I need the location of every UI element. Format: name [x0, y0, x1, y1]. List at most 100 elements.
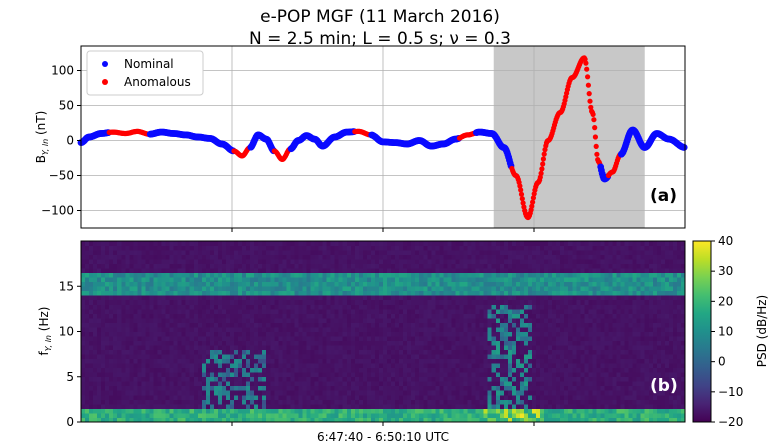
heatmap-cell [487, 376, 493, 382]
heatmap-cell [298, 241, 303, 246]
heatmap-cell [455, 349, 460, 355]
heatmap-cell [221, 412, 227, 418]
heatmap-cell [338, 390, 344, 396]
heatmap-cell [387, 263, 392, 269]
heatmap-cell [411, 403, 416, 409]
heatmap-cell [491, 304, 497, 310]
heatmap-cell [274, 381, 279, 387]
heatmap-cell [346, 381, 352, 387]
heatmap-cell [431, 241, 436, 246]
heatmap-cell [238, 250, 243, 255]
heatmap-cell [475, 304, 481, 310]
panel-label-a: (a) [650, 186, 677, 206]
heatmap-cell [290, 254, 295, 260]
heatmap-cell [471, 345, 477, 350]
heatmap-cell [109, 345, 114, 350]
heatmap-cell [129, 354, 134, 360]
heatmap-cell [290, 326, 295, 332]
heatmap-cell [173, 372, 179, 378]
heatmap-cell [378, 277, 384, 283]
heatmap-cell [258, 322, 263, 328]
heatmap-cell [387, 340, 392, 346]
shaded-region [493, 46, 645, 228]
heatmap-cell [209, 259, 215, 265]
heatmap-cell [93, 322, 98, 328]
heatmap-cell [427, 308, 432, 314]
heatmap-cell [185, 326, 191, 332]
heatmap-cell [378, 408, 384, 414]
heatmap-cell [81, 272, 86, 278]
heatmap-cell [161, 381, 166, 387]
heatmap-cell [431, 313, 436, 319]
heatmap-cell [483, 304, 489, 310]
heatmap-cell [399, 317, 404, 323]
heatmap-cell [358, 349, 364, 355]
heatmap-cell [201, 345, 207, 350]
heatmap-cell [213, 417, 219, 423]
heatmap-cell [435, 268, 440, 274]
heatmap-cell [439, 259, 444, 265]
heatmap-cell [415, 281, 420, 287]
heatmap-cell [221, 354, 227, 360]
heatmap-cell [246, 326, 251, 332]
heatmap-cell [395, 403, 400, 409]
heatmap-cell [89, 268, 94, 274]
heatmap-cell [362, 417, 368, 423]
heatmap-cell [165, 390, 170, 396]
heatmap-cell [145, 394, 150, 400]
heatmap-cell [117, 286, 122, 292]
heatmap-cell [403, 408, 408, 414]
heatmap-cell [495, 259, 501, 265]
heatmap-cell [181, 349, 187, 355]
heatmap-cell [342, 367, 348, 373]
heatmap-cell [197, 363, 203, 369]
heatmap-cell [89, 250, 94, 255]
heatmap-cell [431, 408, 436, 414]
heatmap-cell [101, 340, 106, 346]
heatmap-cell [306, 381, 311, 387]
heatmap-cell [282, 349, 287, 355]
heatmap-cell [427, 250, 432, 255]
heatmap-cell [395, 345, 400, 350]
heatmap-cell [334, 313, 340, 319]
heatmap-cell [459, 336, 464, 341]
heatmap-cell [395, 331, 400, 337]
heatmap-cell [97, 340, 102, 346]
heatmap-cell [427, 358, 432, 364]
heatmap-cell [399, 399, 404, 405]
heatmap-cell [173, 331, 179, 337]
heatmap-cell [459, 290, 464, 296]
heatmap-cell [221, 403, 227, 409]
heatmap-cell [185, 304, 191, 310]
heatmap-cell [483, 299, 489, 305]
heatmap-cell [338, 281, 344, 287]
heatmap-cell [463, 308, 468, 314]
heatmap-cell [274, 345, 279, 350]
heatmap-cell [189, 326, 195, 332]
heatmap-cell [415, 326, 420, 332]
heatmap-cell [290, 390, 295, 396]
heatmap-cell [266, 336, 271, 341]
heatmap-cell [487, 254, 493, 260]
heatmap-cell [495, 385, 501, 391]
heatmap-cell [258, 336, 263, 341]
heatmap-cell [185, 286, 191, 292]
heatmap-cell [282, 254, 287, 260]
heatmap-cell [423, 358, 428, 364]
heatmap-cell [133, 358, 138, 364]
heatmap-cell [286, 295, 291, 301]
heatmap-cell [153, 345, 158, 350]
heatmap-cell [407, 299, 412, 305]
heatmap-cell [411, 245, 416, 251]
heatmap-cell [443, 363, 448, 369]
heatmap-cell [133, 345, 138, 350]
heatmap-cell [358, 399, 364, 405]
heatmap-cell [250, 336, 255, 341]
heatmap-cell [403, 299, 408, 305]
heatmap-cell [387, 250, 392, 255]
heatmap-cell [246, 376, 251, 382]
heatmap-cell [270, 367, 275, 373]
heatmap-cell [129, 272, 134, 278]
heatmap-cell [391, 290, 396, 296]
heatmap-cell [455, 326, 460, 332]
